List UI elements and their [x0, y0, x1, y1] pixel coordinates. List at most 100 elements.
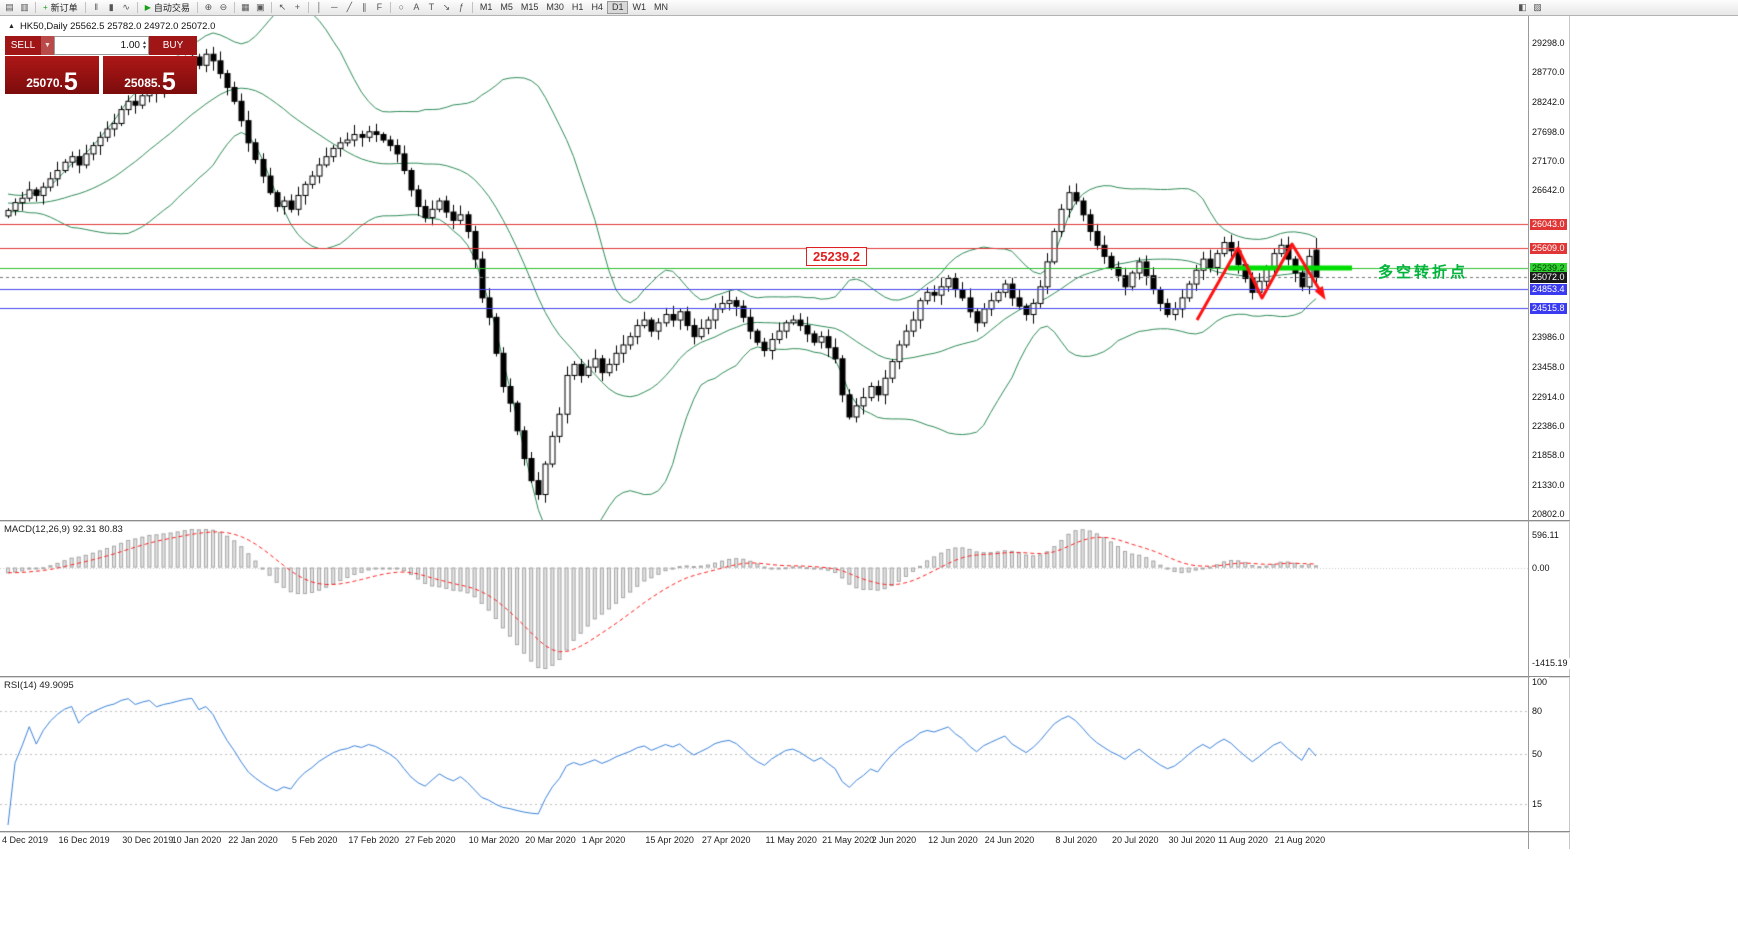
- chart-profiles-icon[interactable]: ▥: [20, 2, 29, 12]
- autotrading-icon: ▶: [144, 2, 151, 12]
- autotrading-button[interactable]: ▶ 自动交易: [141, 1, 194, 14]
- price-flag-annotation[interactable]: 25239.2: [806, 247, 867, 267]
- sell-price: 25070.: [26, 76, 63, 90]
- date-axis-label: 5 Feb 2020: [291, 835, 338, 845]
- new-order-button[interactable]: + 新订单: [39, 1, 82, 14]
- shapes-icon[interactable]: ○: [398, 2, 405, 12]
- price-axis-label: 28770.0: [1530, 67, 1567, 79]
- symbol-ohlc-text: HK50,Daily 25562.5 25782.0 24972.0 25072…: [19, 21, 216, 32]
- toolbar-separator: [307, 2, 309, 13]
- new-order-icon: +: [43, 2, 48, 12]
- dock-panel-icon[interactable]: ◧: [1518, 2, 1527, 12]
- cursor-icon[interactable]: ↖: [278, 2, 287, 12]
- sell-button[interactable]: 25070. 5: [5, 56, 99, 96]
- horizontal-line-icon[interactable]: ─: [331, 2, 338, 12]
- volume-spinner[interactable]: ▴ ▾: [142, 39, 146, 51]
- buy-header[interactable]: BUY: [149, 36, 197, 55]
- sell-header[interactable]: SELL: [5, 36, 41, 55]
- turning-point-annotation[interactable]: 多空转折点: [1378, 264, 1469, 282]
- macd-axis-label: 596.11: [1530, 530, 1561, 541]
- fibonacci-icon[interactable]: F: [376, 2, 383, 12]
- price-axis[interactable]: 29298.0 28770.0 28242.0 27698.0 27170.0 26642…: [1528, 16, 1570, 849]
- timeframe-m30[interactable]: M30: [546, 2, 564, 12]
- price-axis-label: 20802.0: [1530, 508, 1567, 520]
- line-chart-icon[interactable]: ∿: [122, 2, 130, 12]
- price-level-label: 25239.2: [1530, 263, 1567, 275]
- date-axis-label: 15 Apr 2020: [645, 835, 694, 845]
- main-chart-canvas[interactable]: [0, 16, 1528, 520]
- volume-value[interactable]: 1.00: [120, 40, 140, 51]
- date-axis-label: 30 Jul 2020: [1168, 835, 1216, 845]
- timeframe-m1[interactable]: M1: [479, 2, 493, 12]
- price-axis-label: 23458.0: [1530, 361, 1567, 373]
- timeframe-d1[interactable]: D1: [606, 1, 629, 14]
- arrow-tools-icon[interactable]: ↘: [442, 2, 451, 12]
- date-axis-label: 11 Aug 2020: [1218, 835, 1268, 845]
- timeframe-h1[interactable]: H1: [571, 2, 584, 12]
- new-chart-icon[interactable]: ▤: [5, 2, 14, 12]
- toolbar-separator: [270, 2, 272, 13]
- price-level-label: 24853.4: [1530, 284, 1567, 296]
- price-axis-label: 27698.0: [1530, 126, 1567, 138]
- timeframe-m15[interactable]: M15: [520, 2, 539, 12]
- time-axis[interactable]: 4 Dec 2019 16 Dec 2019 30 Dec 2019 10 Jan 2…: [0, 833, 1528, 849]
- buy-price-fraction: 5: [161, 68, 176, 96]
- candlestick-chart-icon[interactable]: ▮: [108, 2, 114, 12]
- date-axis-label: 10 Mar 2020: [468, 835, 520, 845]
- date-axis-label: 21 Aug 2020: [1274, 835, 1326, 845]
- text-label-icon[interactable]: A: [413, 2, 420, 12]
- panel-divider[interactable]: [0, 676, 1570, 678]
- volume-stepper[interactable]: 1.00 ▴ ▾: [54, 36, 149, 55]
- order-options-dropdown[interactable]: ▼: [41, 36, 54, 55]
- main-toolbar: ▤ ▥ + 新订单 ‖ ▮ ∿ ▶ 自动交易 ⊕ ⊖ ▦ ▣ ↖ + │ ─ ╱ ∥ F ○ A T ↘ ƒ M1 M5 M15 M30…: [0, 0, 1738, 16]
- timeframe-mn[interactable]: MN: [653, 2, 668, 12]
- macd-axis-label: 0.00: [1530, 562, 1552, 574]
- date-axis-label: 27 Feb 2020: [404, 835, 456, 845]
- price-axis-label: 28242.0: [1530, 96, 1567, 108]
- new-order-button-label: 新订单: [50, 3, 78, 13]
- date-axis-label: 27 Apr 2020: [701, 835, 751, 845]
- text-icon[interactable]: T: [428, 2, 435, 12]
- chart-window: ▲ HK50,Daily 25562.5 25782.0 24972.0 250…: [0, 16, 1570, 849]
- price-level-label: 25072.0: [1530, 272, 1567, 284]
- date-axis-label: 1 Apr 2020: [581, 835, 626, 845]
- date-axis-label: 8 Jul 2020: [1055, 835, 1097, 845]
- trade-panel-collapse-icon[interactable]: ▲: [8, 23, 15, 30]
- toolbar-items: ▤ ▥ + 新订单 ‖ ▮ ∿ ▶ 自动交易 ⊕ ⊖ ▦ ▣ ↖ + │ ─ ╱ ∥ F ○ A T ↘ ƒ M1 M5 M15 M30…: [2, 0, 672, 15]
- date-axis-label: 12 Jun 2020: [928, 835, 978, 845]
- rsi-axis-label: 80: [1530, 705, 1545, 717]
- date-axis-label: 24 Jun 2020: [984, 835, 1035, 845]
- indicators-icon[interactable]: ƒ: [458, 2, 464, 12]
- timeframe-m5[interactable]: M5: [500, 2, 513, 12]
- crosshair-icon[interactable]: +: [294, 2, 300, 12]
- price-axis-label: 21858.0: [1530, 450, 1567, 462]
- trendline-icon[interactable]: ╱: [346, 2, 353, 12]
- tile-windows-icon[interactable]: ▦: [241, 2, 250, 12]
- channel-icon[interactable]: ∥: [362, 2, 367, 12]
- price-level-label: 26043.0: [1530, 218, 1567, 230]
- auto-arrange-icon[interactable]: ▣: [256, 2, 265, 12]
- volume-down-icon[interactable]: ▾: [142, 44, 146, 51]
- date-axis-label: 4 Dec 2019: [2, 835, 49, 845]
- timeframe-w1[interactable]: W1: [632, 2, 646, 12]
- price-axis-label: 26642.0: [1530, 185, 1567, 197]
- timeframe-h4[interactable]: H4: [591, 2, 603, 12]
- panel-divider[interactable]: [0, 831, 1570, 833]
- zoom-out-icon[interactable]: ⊖: [219, 2, 228, 12]
- buy-button[interactable]: 25085. 5: [103, 56, 197, 96]
- macd-panel-canvas[interactable]: [0, 522, 1528, 676]
- expand-window-icon[interactable]: ▨: [1533, 2, 1542, 12]
- vertical-line-icon[interactable]: │: [316, 2, 323, 12]
- sell-price-fraction: 5: [63, 68, 78, 96]
- date-axis-label: 10 Jan 2020: [171, 835, 222, 845]
- volume-up-icon[interactable]: ▴: [142, 39, 146, 46]
- price-axis-label: 22386.0: [1530, 421, 1567, 433]
- panel-divider[interactable]: [0, 520, 1570, 522]
- zoom-in-icon[interactable]: ⊕: [204, 2, 213, 12]
- bar-chart-icon[interactable]: ‖: [94, 2, 99, 12]
- price-axis-label: 23986.0: [1530, 332, 1567, 344]
- date-axis-label: 11 May 2020: [765, 835, 817, 845]
- rsi-panel-canvas[interactable]: [0, 678, 1528, 831]
- toolbar-right-group: ◧ ▨: [1515, 0, 1545, 15]
